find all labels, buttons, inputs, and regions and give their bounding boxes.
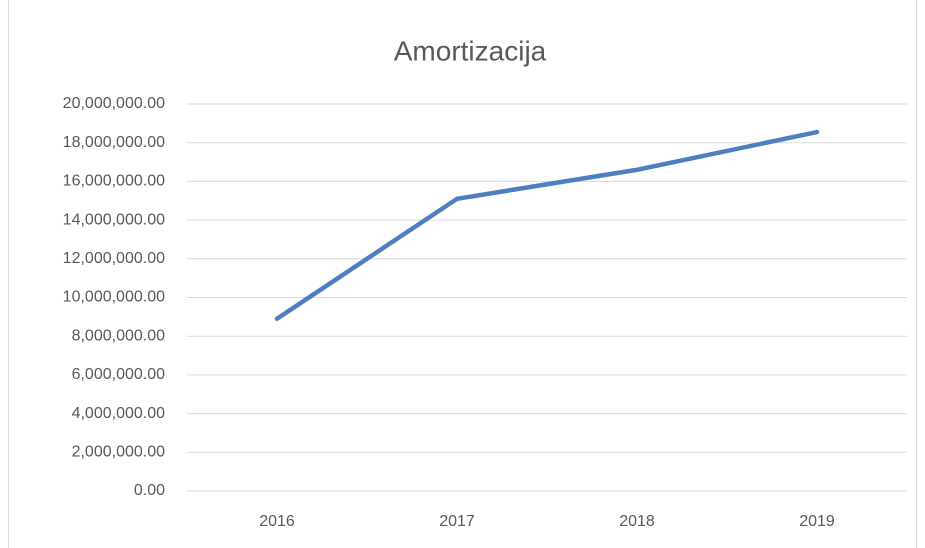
y-tick-label: 6,000,000.00: [72, 366, 166, 383]
x-tick-label: 2018: [619, 513, 655, 530]
x-tick-label: 2016: [259, 513, 295, 530]
chart-frame: [8, 0, 917, 548]
y-tick-label: 18,000,000.00: [63, 134, 165, 151]
y-tick-label: 4,000,000.00: [72, 405, 166, 422]
data-line: [274, 129, 820, 322]
y-tick-label: 8,000,000.00: [72, 327, 166, 344]
x-tick-label: 2019: [799, 513, 835, 530]
y-tick-label: 14,000,000.00: [63, 211, 165, 228]
y-tick-label: 2,000,000.00: [72, 444, 166, 461]
y-tick-label: 10,000,000.00: [63, 289, 165, 306]
y-tick-label: 20,000,000.00: [63, 95, 165, 112]
y-tick-label: 16,000,000.00: [63, 173, 165, 190]
chart-title: Amortizacija: [394, 35, 547, 66]
x-tick-label: 2017: [439, 513, 475, 530]
y-tick-label: 12,000,000.00: [63, 250, 165, 267]
y-tick-label: 0.00: [134, 482, 165, 499]
